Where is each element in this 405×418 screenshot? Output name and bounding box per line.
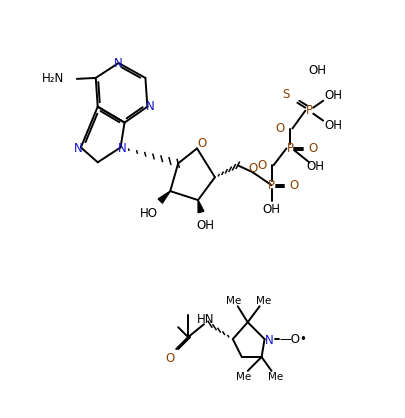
Text: N: N: [73, 142, 82, 155]
Text: OH: OH: [262, 204, 280, 217]
Text: N: N: [114, 56, 123, 69]
Text: Me: Me: [255, 296, 271, 306]
Text: O: O: [256, 159, 266, 172]
Text: OH: OH: [323, 119, 341, 132]
Text: O: O: [197, 137, 206, 150]
Text: S: S: [282, 88, 290, 101]
Text: Me: Me: [236, 372, 251, 382]
Text: O: O: [289, 178, 298, 192]
Text: OH: OH: [307, 64, 325, 77]
Text: N: N: [264, 334, 273, 347]
Text: OH: OH: [196, 219, 213, 232]
Text: OH: OH: [323, 89, 341, 102]
Text: N: N: [118, 142, 127, 155]
Text: P: P: [286, 142, 293, 155]
Text: Me: Me: [226, 296, 241, 306]
Text: OH: OH: [305, 160, 324, 173]
Text: P: P: [267, 178, 274, 192]
Text: H₂N: H₂N: [42, 72, 64, 85]
Text: —O•: —O•: [279, 333, 307, 346]
Text: O: O: [308, 142, 317, 155]
Text: O: O: [165, 352, 175, 365]
Polygon shape: [158, 191, 170, 203]
Text: HN: HN: [197, 313, 214, 326]
Text: HO: HO: [139, 207, 157, 220]
Text: N: N: [146, 100, 154, 113]
Text: O: O: [275, 122, 284, 135]
Polygon shape: [198, 200, 203, 213]
Text: Me: Me: [267, 372, 282, 382]
Text: O: O: [247, 162, 257, 175]
Text: P: P: [305, 104, 312, 117]
